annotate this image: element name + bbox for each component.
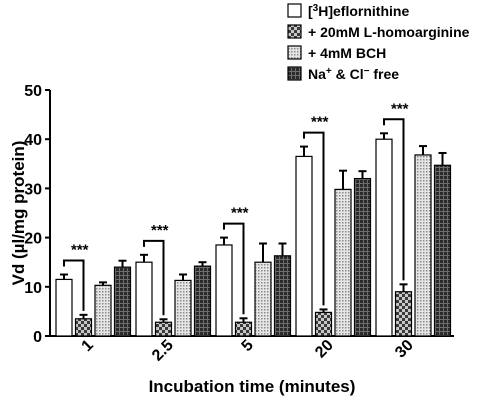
significance-label: *** (151, 222, 169, 239)
legend-label: Na+ & Cl− free (308, 66, 399, 83)
y-axis-label: Vd (µl/mg protein) (9, 141, 28, 286)
significance-bracket (303, 131, 325, 306)
bar (55, 278, 73, 337)
bar (375, 138, 393, 337)
bar (74, 318, 93, 337)
y-tick-label: 10 (24, 280, 42, 297)
bar (273, 255, 292, 337)
bar (254, 261, 272, 337)
x-tick-label: 20 (312, 337, 337, 362)
significance-bracket (383, 118, 405, 281)
legend-label: + 4mM BCH (308, 45, 386, 61)
bars (55, 132, 452, 337)
y-tick-label: 20 (24, 231, 42, 248)
significance-bracket (63, 259, 85, 311)
legend: [3H]eflornithine + 20mM L-homoarginine + 4… (287, 3, 470, 83)
legend-label: + 20mM L-homoarginine (308, 24, 470, 40)
x-tick-label: 2.5 (149, 337, 177, 365)
legend-swatch (287, 45, 302, 60)
significance-label: *** (71, 242, 89, 259)
y-tick-label: 30 (24, 181, 42, 198)
significance-bracket (223, 222, 245, 315)
significance-label: *** (391, 100, 409, 117)
x-tick-label: 5 (239, 337, 257, 355)
bar (135, 261, 153, 337)
y-tick-label: 40 (24, 132, 42, 149)
bar (314, 311, 333, 337)
significance-label: *** (231, 205, 249, 222)
bar (433, 164, 452, 337)
bar (174, 279, 192, 337)
y-tick-label: 0 (33, 329, 42, 346)
bar (334, 188, 352, 337)
bar (215, 244, 233, 337)
x-axis-label: Incubation time (minutes) (149, 377, 356, 396)
x-tick-label: 1 (79, 337, 97, 355)
legend-swatch (287, 66, 302, 81)
significance-bracket (143, 239, 165, 316)
bar (113, 266, 132, 337)
x-tick-label: 30 (392, 337, 417, 362)
bar (193, 265, 212, 337)
bar (295, 155, 313, 337)
bar (234, 321, 253, 337)
legend-swatch (287, 3, 302, 18)
x-ticks: 1 2.5 5 20 30 (79, 337, 417, 365)
significance-label: *** (311, 114, 329, 131)
bar (353, 177, 372, 337)
bar (414, 154, 432, 337)
legend-label: [3H]eflornithine (308, 3, 409, 20)
y-tick-label: 50 (24, 83, 42, 100)
significance-markers: *** *** *** *** *** (63, 100, 409, 316)
legend-swatch (287, 24, 302, 39)
y-ticks: 0 10 20 30 40 50 (24, 83, 50, 346)
bar (394, 291, 413, 337)
bar (94, 284, 112, 337)
bar (154, 321, 173, 337)
